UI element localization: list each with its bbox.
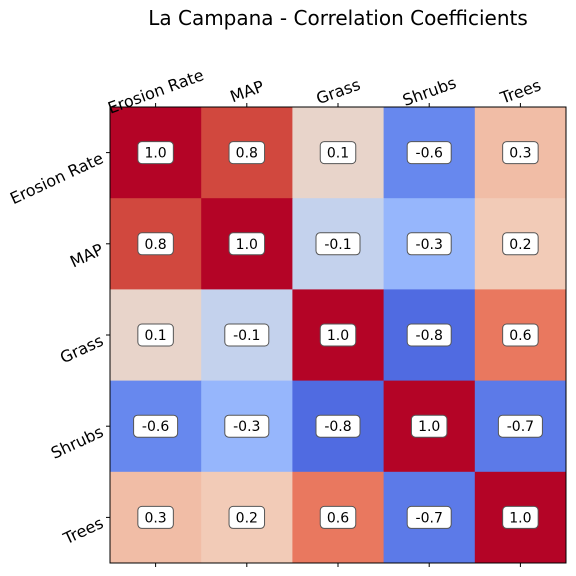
value-label-text: -0.7 bbox=[507, 419, 534, 435]
value-label-text: 0.6 bbox=[509, 328, 531, 344]
value-label-text: 0.8 bbox=[144, 237, 166, 253]
value-label-text: 1.0 bbox=[327, 328, 349, 344]
value-label-box bbox=[319, 505, 357, 529]
value-label-box bbox=[406, 141, 452, 165]
value-label: 0.6 bbox=[502, 323, 539, 347]
value-label: 0.2 bbox=[228, 505, 266, 529]
x-tick-label-map: MAP bbox=[228, 77, 267, 107]
y-tick-labels: Erosion Rate MAP Grass Shrubs Trees bbox=[7, 148, 110, 548]
value-label-text: -0.6 bbox=[142, 419, 169, 435]
value-label-box bbox=[228, 232, 266, 256]
value-label-text: -0.6 bbox=[416, 146, 443, 162]
value-label-box bbox=[228, 505, 266, 529]
heatmap-cells bbox=[110, 107, 567, 564]
value-label: -0.6 bbox=[133, 414, 179, 438]
value-label: 0.3 bbox=[137, 505, 174, 529]
value-label-text: 1.0 bbox=[418, 419, 440, 435]
value-label-text: 0.8 bbox=[236, 146, 258, 162]
value-label: -0.3 bbox=[406, 232, 452, 256]
value-label: -0.8 bbox=[315, 414, 361, 438]
value-label-box bbox=[497, 414, 543, 438]
value-label: 0.1 bbox=[319, 141, 357, 165]
value-label: 0.2 bbox=[502, 232, 539, 256]
value-label-box bbox=[406, 505, 452, 529]
value-label-text: 1.0 bbox=[509, 510, 531, 526]
value-label-box bbox=[315, 414, 361, 438]
value-label-text: -0.8 bbox=[324, 419, 351, 435]
value-label: 1.0 bbox=[228, 232, 266, 256]
value-label: -0.7 bbox=[497, 414, 543, 438]
value-label-box bbox=[410, 414, 448, 438]
value-label-text: 0.1 bbox=[327, 146, 349, 162]
value-label-text: 0.3 bbox=[509, 146, 531, 162]
value-label: 1.0 bbox=[502, 505, 539, 529]
value-label-box bbox=[502, 141, 539, 165]
value-label-box bbox=[228, 141, 266, 165]
value-label-text: -0.1 bbox=[324, 237, 351, 253]
y-tick-label-map: MAP bbox=[67, 239, 107, 271]
value-label-text: -0.8 bbox=[416, 328, 443, 344]
value-label-box bbox=[224, 414, 270, 438]
value-label-box bbox=[133, 414, 179, 438]
value-label-text: 0.3 bbox=[144, 510, 166, 526]
value-label-box bbox=[137, 141, 174, 165]
value-label: -0.3 bbox=[224, 414, 270, 438]
value-label: 1.0 bbox=[137, 141, 174, 165]
value-label: 0.6 bbox=[319, 505, 357, 529]
value-label: -0.1 bbox=[315, 232, 361, 256]
value-label-box bbox=[319, 141, 357, 165]
value-label-text: -0.3 bbox=[233, 419, 260, 435]
value-label-text: 0.2 bbox=[236, 510, 258, 526]
value-label-box bbox=[315, 232, 361, 256]
value-label: 1.0 bbox=[319, 323, 357, 347]
y-tick-label-trees: Trees bbox=[60, 513, 107, 548]
value-label-text: 0.1 bbox=[144, 328, 166, 344]
y-tick-label-shrubs: Shrubs bbox=[48, 422, 106, 463]
value-label: -0.7 bbox=[406, 505, 452, 529]
value-label-box bbox=[319, 323, 357, 347]
value-label-text: -0.1 bbox=[233, 328, 260, 344]
y-tick-label-erosion-rate: Erosion Rate bbox=[7, 148, 106, 208]
value-label-box bbox=[406, 323, 452, 347]
plot-frame bbox=[109, 106, 567, 564]
value-label: -0.1 bbox=[224, 323, 270, 347]
value-label: 1.0 bbox=[410, 414, 448, 438]
value-label: 0.8 bbox=[137, 232, 174, 256]
value-label-text: 0.2 bbox=[509, 237, 531, 253]
value-label-box bbox=[406, 232, 452, 256]
value-label-text: 0.6 bbox=[327, 510, 349, 526]
chart-title: La Campana - Correlation Coefficients bbox=[148, 6, 528, 30]
value-label-text: -0.7 bbox=[416, 510, 443, 526]
value-label-text: 1.0 bbox=[236, 237, 258, 253]
value-label-text: -0.3 bbox=[416, 237, 443, 253]
value-label-box bbox=[224, 323, 270, 347]
value-label-text: 1.0 bbox=[144, 146, 166, 162]
value-label: 0.3 bbox=[502, 141, 539, 165]
value-label-box bbox=[137, 232, 174, 256]
value-labels: 1.0 0.8 0.1 -0.6 0.3 0.8 1.0 -0.1 -0.3 0.2 0.1 -0.1… bbox=[133, 141, 543, 529]
value-label-box bbox=[137, 505, 174, 529]
value-label: 0.1 bbox=[137, 323, 174, 347]
value-label-box bbox=[502, 232, 539, 256]
y-tick-label-grass: Grass bbox=[57, 331, 106, 367]
value-label-box bbox=[137, 323, 174, 347]
value-label-box bbox=[502, 505, 539, 529]
x-tick-label-trees: Trees bbox=[497, 75, 544, 107]
value-label-box bbox=[502, 323, 539, 347]
value-label: -0.8 bbox=[406, 323, 452, 347]
value-label: -0.6 bbox=[406, 141, 452, 165]
value-label: 0.8 bbox=[228, 141, 266, 165]
